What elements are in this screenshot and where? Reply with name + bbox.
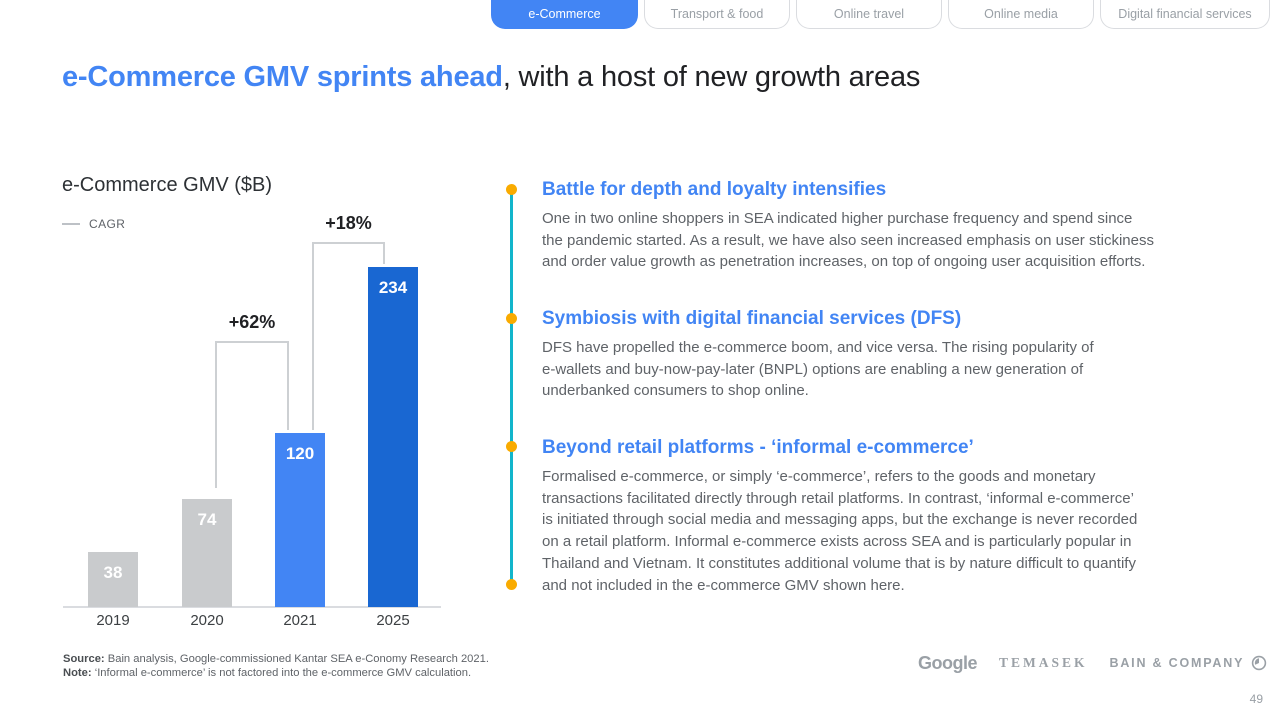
cagr-bracket-line (312, 242, 385, 244)
bar-2019: 38 (88, 552, 138, 607)
x-tick-2019: 2019 (96, 612, 130, 629)
tab-e-commerce[interactable]: e-Commerce (491, 0, 638, 29)
insight-heading: Battle for depth and loyalty intensifies (542, 179, 887, 200)
note-label: Note: (63, 667, 92, 679)
cagr-bracket-line (287, 341, 289, 430)
page-title: e-Commerce GMV sprints ahead, with a hos… (62, 58, 920, 96)
timeline-dot (506, 579, 517, 590)
timeline-dot (506, 184, 517, 195)
bar-value-label: 234 (378, 278, 408, 297)
timeline-dot (506, 441, 517, 452)
bar-2025: 234 (368, 267, 418, 607)
source-label: Source: (63, 653, 105, 665)
tab-digital-financial-services[interactable]: Digital financial services (1100, 0, 1270, 29)
category-tabs: e-Commerce Transport & food Online trave… (491, 0, 1270, 29)
x-tick-2020: 2020 (190, 612, 224, 629)
cagr-bracket-line (215, 341, 289, 343)
tab-online-media[interactable]: Online media (948, 0, 1094, 29)
timeline-line (510, 190, 513, 585)
tab-transport-food[interactable]: Transport & food (644, 0, 790, 29)
insight-symbiosis-dfs: Symbiosis with digital financial service… (542, 307, 1232, 402)
bar-2021: 120 (275, 433, 325, 607)
timeline-dot (506, 313, 517, 324)
bar-value-label: 120 (285, 444, 315, 463)
x-axis-line (63, 606, 441, 608)
insight-body: DFS have propelled the e-commerce boom, … (542, 339, 1094, 400)
note-line: Note: ‘Informal e-commerce’ is not facto… (63, 667, 472, 679)
cagr-label: +62% (228, 312, 276, 332)
source-note: Source: Bain analysis, Google-commission… (63, 652, 489, 680)
cagr-legend-dash-icon (62, 222, 80, 226)
x-tick-2021: 2021 (283, 612, 317, 629)
tab-online-travel[interactable]: Online travel (796, 0, 942, 29)
source-line: Source: Bain analysis, Google-commission… (63, 653, 489, 665)
cagr-bracket-line (312, 242, 314, 430)
insight-heading: Beyond retail platforms - ‘informal e-co… (542, 437, 974, 458)
bain-company-logo: BAIN & COMPANY (1110, 655, 1268, 671)
chart-legend: CAGR (62, 217, 125, 231)
bar-value-label: 38 (103, 563, 123, 582)
cagr-legend-label: CAGR (89, 217, 126, 231)
insight-informal-ecommerce: Beyond retail platforms - ‘informal e-co… (542, 436, 1232, 596)
temasek-logo: TEMASEK (999, 655, 1088, 670)
page-number: 49 (1249, 692, 1263, 706)
insight-battle-for-depth: Battle for depth and loyalty intensifies… (542, 178, 1232, 273)
google-logo: Google (918, 652, 978, 673)
page-title-highlight: e-Commerce GMV sprints ahead (62, 61, 503, 93)
bar-value-label: 74 (197, 510, 217, 529)
cagr-label: +18% (325, 213, 372, 233)
partner-logos: Google TEMASEK BAIN & COMPANY (918, 652, 1267, 674)
insight-body: Formalised e-commerce, or simply ‘e-comm… (542, 468, 1138, 594)
page-title-rest: , with a host of new growth areas (502, 61, 921, 93)
x-tick-2025: 2025 (376, 612, 410, 629)
cagr-bracket-line (383, 242, 385, 264)
bar-2020: 74 (182, 499, 232, 607)
cagr-bracket-line (215, 341, 217, 488)
bain-logo-icon (1252, 655, 1267, 671)
insight-body: One in two online shoppers in SEA indica… (542, 210, 1154, 271)
chart-title: e-Commerce GMV ($B) (62, 174, 273, 196)
insight-heading: Symbiosis with digital financial service… (542, 308, 962, 329)
